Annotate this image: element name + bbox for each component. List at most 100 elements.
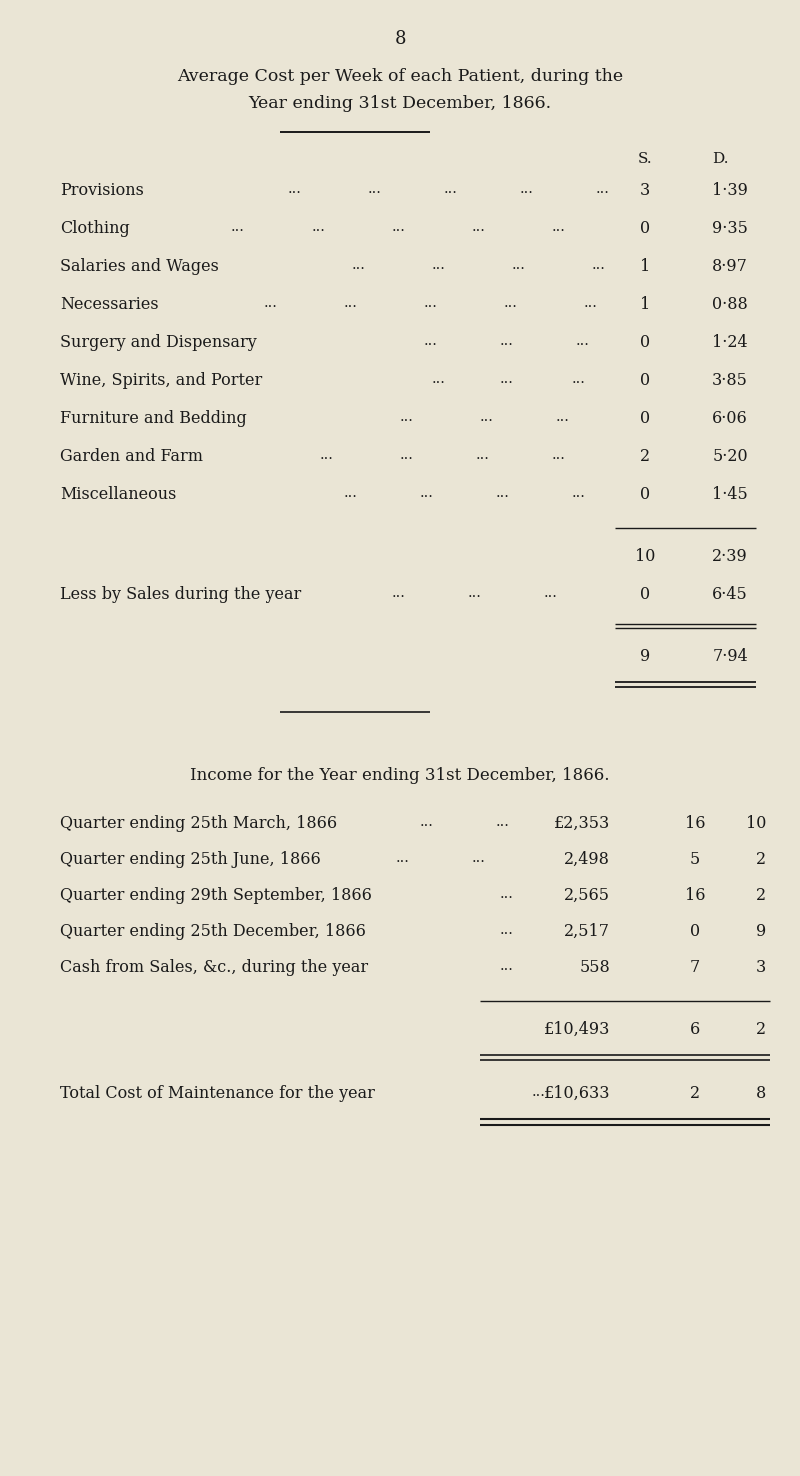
Text: 2,565: 2,565	[564, 887, 610, 903]
Text: 2,498: 2,498	[564, 852, 610, 868]
Text: ...: ...	[472, 852, 486, 865]
Text: ...: ...	[424, 334, 438, 348]
Text: Miscellaneous: Miscellaneous	[60, 486, 176, 503]
Text: 8: 8	[394, 30, 406, 49]
Text: 3: 3	[756, 959, 766, 976]
Text: 10: 10	[635, 548, 655, 565]
Text: 10: 10	[746, 815, 766, 832]
Text: ...: ...	[368, 182, 382, 196]
Text: ...: ...	[596, 182, 610, 196]
Text: 1: 1	[640, 258, 650, 275]
Text: ...: ...	[512, 258, 526, 272]
Text: ...: ...	[556, 410, 570, 424]
Text: £10,493: £10,493	[544, 1021, 610, 1038]
Text: ...: ...	[420, 486, 434, 500]
Text: 1·39: 1·39	[712, 182, 748, 199]
Text: ...: ...	[264, 297, 278, 310]
Text: Quarter ending 25th December, 1866: Quarter ending 25th December, 1866	[60, 922, 366, 940]
Text: ...: ...	[572, 486, 586, 500]
Text: 9: 9	[756, 922, 766, 940]
Text: Cash from Sales, &c., during the year: Cash from Sales, &c., during the year	[60, 959, 368, 976]
Text: 7·94: 7·94	[712, 648, 748, 666]
Text: ...: ...	[312, 220, 326, 235]
Text: 16: 16	[685, 815, 706, 832]
Text: 1·24: 1·24	[712, 334, 748, 351]
Text: Quarter ending 29th September, 1866: Quarter ending 29th September, 1866	[60, 887, 372, 903]
Text: Less by Sales during the year: Less by Sales during the year	[60, 586, 302, 604]
Text: ...: ...	[432, 372, 446, 387]
Text: ...: ...	[592, 258, 606, 272]
Text: 0: 0	[640, 586, 650, 604]
Text: Average Cost per Week of each Patient, during the: Average Cost per Week of each Patient, d…	[177, 68, 623, 86]
Text: ...: ...	[480, 410, 494, 424]
Text: Total Cost of Maintenance for the year: Total Cost of Maintenance for the year	[60, 1085, 375, 1103]
Text: 9: 9	[640, 648, 650, 666]
Text: 0: 0	[640, 410, 650, 427]
Text: ...: ...	[320, 449, 334, 462]
Text: Income for the Year ending 31st December, 1866.: Income for the Year ending 31st December…	[190, 768, 610, 784]
Text: 9·35: 9·35	[712, 220, 748, 238]
Text: 2: 2	[756, 1021, 766, 1038]
Text: Clothing: Clothing	[60, 220, 130, 238]
Text: 0: 0	[640, 486, 650, 503]
Text: 2: 2	[690, 1085, 700, 1103]
Text: ...: ...	[400, 410, 414, 424]
Text: 5: 5	[690, 852, 700, 868]
Text: ...: ...	[432, 258, 446, 272]
Text: Garden and Farm: Garden and Farm	[60, 449, 203, 465]
Text: D.: D.	[712, 152, 728, 165]
Text: Quarter ending 25th March, 1866: Quarter ending 25th March, 1866	[60, 815, 337, 832]
Text: 1·45: 1·45	[712, 486, 748, 503]
Text: 558: 558	[579, 959, 610, 976]
Text: Furniture and Bedding: Furniture and Bedding	[60, 410, 246, 427]
Text: ...: ...	[500, 959, 514, 973]
Text: ...: ...	[476, 449, 490, 462]
Text: 2,517: 2,517	[564, 922, 610, 940]
Text: 5·20: 5·20	[712, 449, 748, 465]
Text: 3: 3	[640, 182, 650, 199]
Text: ...: ...	[396, 852, 410, 865]
Text: Quarter ending 25th June, 1866: Quarter ending 25th June, 1866	[60, 852, 321, 868]
Text: ...: ...	[544, 586, 558, 601]
Text: ...: ...	[500, 922, 514, 937]
Text: ...: ...	[472, 220, 486, 235]
Text: ...: ...	[504, 297, 518, 310]
Text: ...: ...	[552, 220, 566, 235]
Text: ...: ...	[424, 297, 438, 310]
Text: ...: ...	[420, 815, 434, 830]
Text: Necessaries: Necessaries	[60, 297, 158, 313]
Text: 0·88: 0·88	[712, 297, 748, 313]
Text: 0: 0	[640, 334, 650, 351]
Text: 6·45: 6·45	[712, 586, 748, 604]
Text: Year ending 31st December, 1866.: Year ending 31st December, 1866.	[249, 94, 551, 112]
Text: ...: ...	[400, 449, 414, 462]
Text: 2·39: 2·39	[712, 548, 748, 565]
Text: ...: ...	[344, 486, 358, 500]
Text: Salaries and Wages: Salaries and Wages	[60, 258, 219, 275]
Text: 3·85: 3·85	[712, 372, 748, 390]
Text: ...: ...	[288, 182, 302, 196]
Text: ...: ...	[500, 887, 514, 900]
Text: 8: 8	[756, 1085, 766, 1103]
Text: ...: ...	[444, 182, 458, 196]
Text: 2: 2	[756, 852, 766, 868]
Text: S.: S.	[638, 152, 652, 165]
Text: 7: 7	[690, 959, 700, 976]
Text: ...: ...	[576, 334, 590, 348]
Text: Provisions: Provisions	[60, 182, 144, 199]
Text: 0: 0	[640, 372, 650, 390]
Text: ...: ...	[496, 815, 510, 830]
Text: ...: ...	[500, 334, 514, 348]
Text: 6: 6	[690, 1021, 700, 1038]
Text: 2: 2	[640, 449, 650, 465]
Text: 1: 1	[640, 297, 650, 313]
Text: £2,353: £2,353	[554, 815, 610, 832]
Text: ...: ...	[231, 220, 245, 235]
Text: Wine, Spirits, and Porter: Wine, Spirits, and Porter	[60, 372, 262, 390]
Text: ...: ...	[352, 258, 366, 272]
Text: ...: ...	[392, 220, 406, 235]
Text: ...: ...	[468, 586, 482, 601]
Text: ...: ...	[552, 449, 566, 462]
Text: £10,633: £10,633	[543, 1085, 610, 1103]
Text: ...: ...	[496, 486, 510, 500]
